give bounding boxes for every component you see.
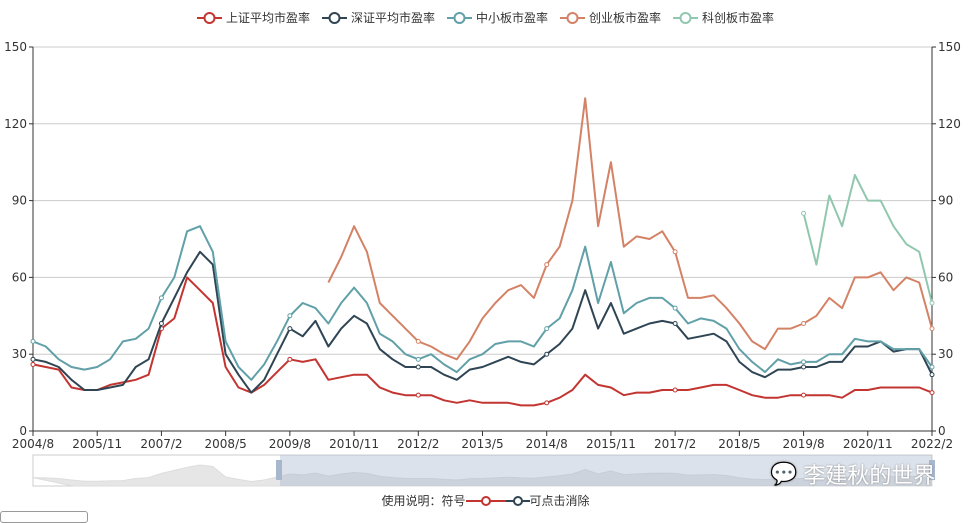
legend-item[interactable]: 科创板市盈率: [673, 9, 774, 26]
data-point: [929, 300, 935, 306]
y-tick-label-right: 60: [938, 270, 953, 284]
data-point: [30, 356, 36, 362]
note-suffix: 可点击消除: [529, 494, 590, 508]
series-line: [32, 225, 933, 381]
data-point: [672, 320, 678, 326]
data-point: [929, 372, 935, 378]
data-point: [287, 326, 293, 332]
y-tick-label-right: 30: [938, 347, 953, 361]
data-point: [801, 359, 807, 365]
dark-symbol-icon: [505, 495, 530, 506]
series-line: [802, 174, 933, 304]
x-tick-label: 2019/8: [782, 437, 824, 451]
data-point: [929, 326, 935, 332]
x-tick-label: 2020/11: [843, 437, 893, 451]
series-line: [32, 250, 933, 394]
legend-item[interactable]: 深证平均市盈率: [321, 9, 435, 26]
y-tick-label-left: 90: [12, 194, 27, 208]
data-point: [415, 392, 421, 398]
legend-label: 中小板市盈率: [475, 11, 548, 25]
data-point: [672, 387, 678, 393]
legend-label: 深证平均市盈率: [350, 11, 435, 25]
datazoom-selected-range: [280, 455, 932, 486]
x-tick-label: 2009/8: [269, 437, 311, 451]
legend-label: 上证平均市盈率: [225, 11, 310, 25]
legend-label: 创业板市盈率: [589, 11, 662, 25]
data-point: [672, 249, 678, 255]
x-tick-label: 2004/8: [12, 437, 54, 451]
x-tick-label: 2008/5: [205, 437, 247, 451]
series-line: [32, 276, 933, 407]
datazoom-handle-left[interactable]: [276, 460, 282, 480]
data-point: [544, 326, 550, 332]
data-point: [544, 351, 550, 357]
legend-symbol-icon: [673, 11, 699, 24]
legend-item[interactable]: 创业板市盈率: [560, 9, 661, 26]
legend-symbol-icon: [446, 11, 472, 24]
x-tick-label: 2018/5: [718, 437, 760, 451]
y-tick-label-right: 150: [938, 40, 961, 54]
data-point: [30, 361, 36, 367]
data-point: [287, 313, 293, 319]
data-point: [929, 390, 935, 396]
legend-symbol-icon: [560, 11, 585, 24]
datazoom-handle-right[interactable]: [929, 460, 935, 480]
wechat-icon: 💬: [770, 461, 798, 487]
data-point: [158, 320, 164, 326]
y-tick-label-right: 90: [938, 194, 953, 208]
y-tick-label-right: 0: [938, 424, 946, 438]
data-point: [415, 356, 421, 362]
watermark-text: 李建秋的世界: [803, 464, 936, 489]
usage-note: 使用说明：符号 可点击消除: [0, 492, 971, 509]
data-point: [544, 262, 550, 268]
data-point: [929, 364, 935, 370]
data-point: [415, 338, 421, 344]
legend-label: 科创板市盈率: [702, 11, 775, 25]
x-tick-label: 2010/11: [329, 437, 379, 451]
x-tick-label: 2007/2: [140, 437, 182, 451]
data-point: [801, 320, 807, 326]
x-tick-label: 2022/2: [911, 437, 953, 451]
datazoom-preview: [32, 464, 933, 487]
legend-item[interactable]: 中小板市盈率: [446, 9, 548, 26]
series-line: [327, 97, 933, 361]
data-point: [801, 210, 807, 216]
x-tick-label: 2015/11: [586, 437, 636, 451]
data-point: [158, 295, 164, 301]
x-tick-label: 2005/11: [72, 437, 122, 451]
x-tick-label: 2013/5: [461, 437, 503, 451]
note-prefix: 使用说明：符号: [381, 494, 466, 508]
legend-symbol-icon: [321, 11, 347, 24]
y-tick-label-left: 0: [19, 424, 27, 438]
data-point: [415, 364, 421, 370]
data-point: [801, 392, 807, 398]
red-symbol-icon: [465, 495, 506, 506]
legend: 上证平均市盈率 深证平均市盈率 中小板市盈率 创业板市盈率 科创板市盈率: [0, 9, 971, 26]
x-tick-label: 2012/2: [397, 437, 439, 451]
y-tick-label-left: 120: [4, 117, 27, 131]
data-point: [801, 364, 807, 370]
legend-symbol-icon: [196, 11, 222, 24]
y-tick-label-left: 30: [12, 347, 27, 361]
watermark: 💬 李建秋的世界: [770, 458, 935, 490]
y-tick-label-right: 120: [938, 117, 961, 131]
legend-item[interactable]: 上证平均市盈率: [196, 9, 310, 26]
bottom-button[interactable]: [0, 511, 88, 523]
data-point: [30, 338, 36, 344]
data-point: [287, 356, 293, 362]
x-tick-label: 2014/8: [526, 437, 568, 451]
y-tick-label-left: 60: [12, 270, 27, 284]
data-point: [544, 400, 550, 406]
x-tick-label: 2017/2: [654, 437, 696, 451]
y-tick-label-left: 150: [4, 40, 27, 54]
data-point: [672, 305, 678, 311]
